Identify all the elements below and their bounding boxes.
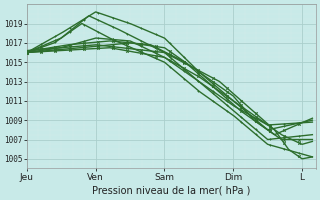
X-axis label: Pression niveau de la mer( hPa ): Pression niveau de la mer( hPa ) xyxy=(92,186,251,196)
